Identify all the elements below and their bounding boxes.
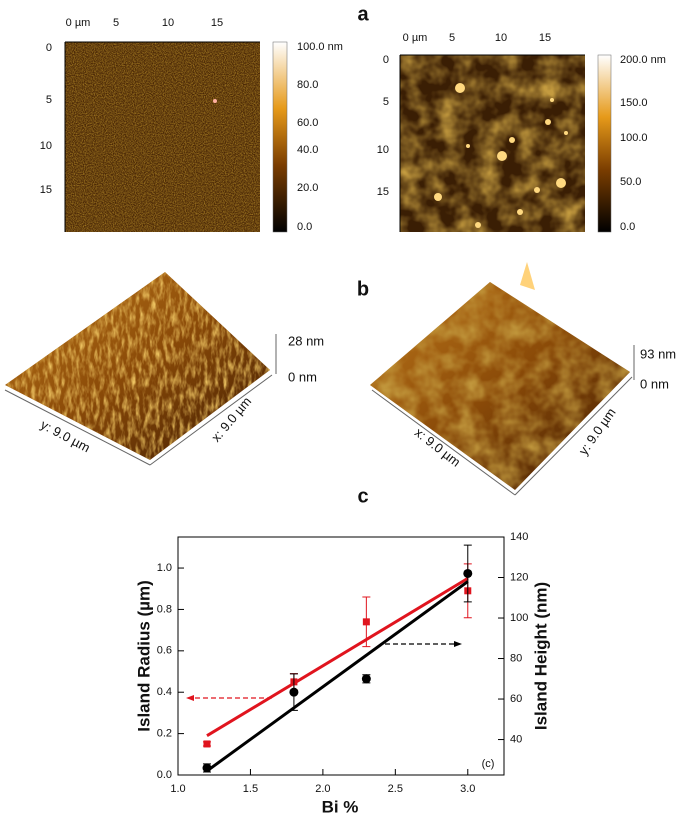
annotation: (c) <box>482 758 495 770</box>
y2-tick-label: 60 <box>510 693 522 705</box>
axis-line <box>4 389 151 466</box>
colorbar <box>597 54 612 233</box>
z-label: 0 nm <box>640 376 669 391</box>
arrow-head <box>186 695 194 701</box>
colorbar-label: 0.0 <box>297 221 312 233</box>
colorbar-label: 150.0 <box>620 97 648 109</box>
image-tick-label: 10 <box>495 32 507 44</box>
colorbar-label: 100.0 nm <box>297 41 343 53</box>
y2-tick-label: 80 <box>510 652 522 664</box>
x-axis-title: Bi % <box>322 797 359 816</box>
image-tick-label: 5 <box>383 96 389 108</box>
image-tick-label: 0 µm <box>403 32 428 44</box>
image-tick-label: 10 <box>40 140 52 152</box>
image-tick-label: 0 <box>383 54 389 66</box>
y-tick-label: 0.2 <box>157 728 172 740</box>
afm-texture <box>5 272 270 460</box>
y-tick-label: 0.4 <box>157 686 172 698</box>
afm-peak <box>520 262 535 290</box>
x-tick-label: 3.0 <box>460 783 475 795</box>
y-tick-label: 0.8 <box>157 603 172 615</box>
y-axis-title: Island Radius (µm) <box>134 580 153 731</box>
y2-tick-label: 100 <box>510 612 528 624</box>
afm-feature <box>213 99 217 103</box>
colorbar-label: 200.0 nm <box>620 54 666 66</box>
marker <box>362 618 370 626</box>
image-tick-label: 5 <box>113 17 119 29</box>
x-tick-label: 1.0 <box>170 783 185 795</box>
colorbar-label: 80.0 <box>297 79 318 91</box>
image-tick-label: 5 <box>449 32 455 44</box>
z-label: 0 nm <box>288 369 317 384</box>
x-tick-label: 1.5 <box>243 783 258 795</box>
y2-axis-title: Island Height (nm) <box>531 582 550 730</box>
panel-label: a <box>357 3 369 25</box>
afm-texture <box>400 55 585 232</box>
colorbar-label: 50.0 <box>620 176 641 188</box>
marker <box>463 568 473 578</box>
arrow-head <box>454 641 462 647</box>
colorbar-label: 100.0 <box>620 132 648 144</box>
afm-texture <box>370 282 630 490</box>
image-tick-label: 15 <box>539 32 551 44</box>
afm-texture <box>65 42 260 232</box>
image-tick-label: 15 <box>211 17 223 29</box>
plot-frame <box>177 536 505 776</box>
z-label: 28 nm <box>288 333 324 348</box>
image-tick-label: 0 µm <box>66 17 91 29</box>
axis-line <box>371 389 516 496</box>
marker <box>203 740 211 748</box>
image-tick-label: 0 <box>46 42 52 54</box>
marker <box>289 687 299 697</box>
colorbar-label: 40.0 <box>297 144 318 156</box>
marker <box>202 763 212 773</box>
marker <box>361 674 371 684</box>
y-tick-label: 0.6 <box>157 645 172 657</box>
y-tick-label: 0.0 <box>157 769 172 781</box>
y2-tick-label: 140 <box>510 531 528 543</box>
colorbar <box>272 41 288 233</box>
colorbar-label: 20.0 <box>297 182 318 194</box>
image-tick-label: 10 <box>377 144 389 156</box>
afm-features <box>434 83 568 228</box>
axis-line <box>149 374 273 466</box>
y2-tick-label: 40 <box>510 733 522 745</box>
panel-label: c <box>357 485 368 507</box>
colorbar-label: 0.0 <box>620 221 635 233</box>
panel-label: b <box>357 278 369 300</box>
y2-tick-label: 120 <box>510 571 528 583</box>
x-tick-label: 2.5 <box>388 783 403 795</box>
axis-line <box>514 376 633 496</box>
z-label: 93 nm <box>640 346 676 361</box>
x-tick-label: 2.0 <box>315 783 330 795</box>
fit-line <box>206 580 469 773</box>
image-tick-label: 15 <box>40 184 52 196</box>
image-tick-label: 10 <box>162 17 174 29</box>
image-tick-label: 15 <box>377 186 389 198</box>
image-tick-label: 5 <box>46 94 52 106</box>
y-tick-label: 1.0 <box>157 562 172 574</box>
fit-line <box>206 577 469 737</box>
colorbar-label: 60.0 <box>297 117 318 129</box>
